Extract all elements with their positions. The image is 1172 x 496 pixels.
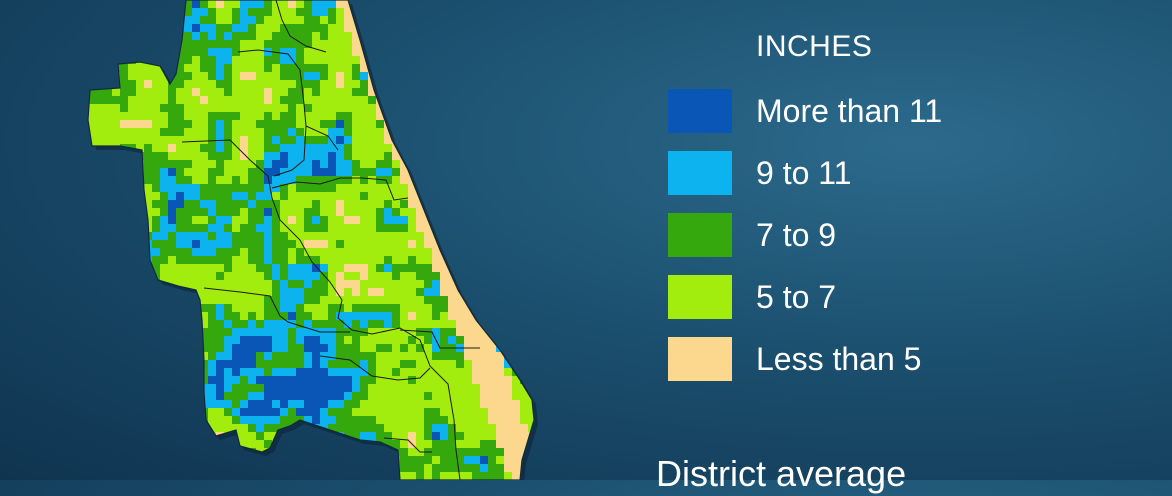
legend-item-more-than-11: More than 11 — [668, 89, 1088, 135]
legend-swatch — [668, 337, 732, 381]
legend-swatch — [668, 275, 732, 319]
legend-label: More than 11 — [756, 93, 943, 129]
legend-title: INCHES — [756, 30, 873, 63]
district-average-heading: District average — [656, 453, 907, 494]
legend-item-less-than-5: Less than 5 — [668, 337, 1088, 383]
rainfall-map-graphic — [87, 0, 538, 480]
legend-item-9-to-11: 9 to 11 — [668, 151, 1088, 197]
legend-item-5-to-7: 5 to 7 — [668, 275, 1088, 321]
legend-swatch — [668, 213, 732, 257]
rainfall-map — [87, 0, 538, 480]
district-outline — [87, 0, 535, 480]
legend-label: 5 to 7 — [756, 279, 837, 315]
legend-label: 7 to 9 — [756, 217, 837, 253]
legend-swatch — [668, 89, 732, 133]
legend-label: 9 to 11 — [756, 155, 852, 191]
legend-swatch — [668, 151, 732, 195]
county-boundaries — [181, 0, 480, 480]
rainfall-mosaic — [88, 0, 534, 480]
legend-item-7-to-9: 7 to 9 — [668, 213, 1088, 259]
legend-label: Less than 5 — [756, 341, 922, 377]
